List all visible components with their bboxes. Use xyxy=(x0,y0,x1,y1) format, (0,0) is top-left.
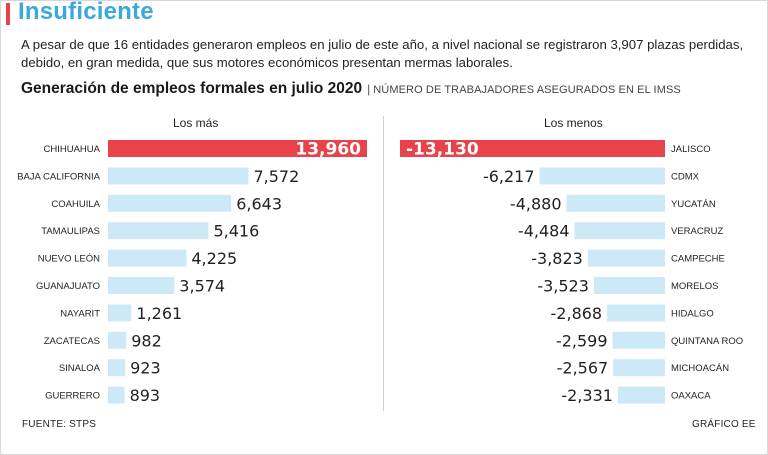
state-label: MORELOS xyxy=(671,281,719,292)
bar xyxy=(108,194,232,212)
source-note: FUENTE: STPS xyxy=(22,419,97,430)
right-panel-header: Los menos xyxy=(544,116,603,130)
value-label: 893 xyxy=(130,386,161,405)
value-label: 3,574 xyxy=(179,277,225,296)
bar xyxy=(108,386,125,404)
value-label: -13,130 xyxy=(406,140,479,160)
chart-title-row: Generación de empleos formales en julio … xyxy=(21,80,681,98)
state-label: NAYARIT xyxy=(60,308,100,319)
state-label: HIDALGO xyxy=(671,308,714,319)
value-label: -4,880 xyxy=(510,194,562,213)
chart-subtitle: NÚMERO DE TRABAJADORES ASEGURADOS EN EL … xyxy=(373,84,681,96)
bar xyxy=(574,222,665,240)
state-label: GUERRERO xyxy=(45,391,100,402)
value-label: 13,960 xyxy=(295,140,361,160)
bar xyxy=(612,331,665,349)
state-label: YUCATÁN xyxy=(671,199,716,210)
state-label: CAMPECHE xyxy=(671,254,725,265)
bar xyxy=(108,140,367,157)
state-label: NUEVO LEÓN xyxy=(38,254,100,265)
bar xyxy=(108,359,126,377)
graphic-credit: GRÁFICO EE xyxy=(692,419,756,430)
value-label: -4,484 xyxy=(518,222,570,241)
state-label: COAHUILA xyxy=(51,199,100,210)
bar xyxy=(607,304,665,322)
bar xyxy=(108,249,187,267)
value-label: -2,331 xyxy=(561,386,613,405)
state-label: TAMAULIPAS xyxy=(41,226,100,237)
left-panel-header: Los más xyxy=(173,116,219,130)
chart-title: Generación de empleos formales en julio … xyxy=(21,80,363,97)
state-label: ZACATECAS xyxy=(44,336,100,347)
bar xyxy=(539,167,665,185)
value-label: -2,567 xyxy=(557,359,609,378)
bar xyxy=(587,249,665,267)
headline: Insuficiente xyxy=(18,0,154,25)
value-label: 5,416 xyxy=(213,222,259,241)
state-label: SINALOA xyxy=(59,363,101,374)
state-label: JALISCO xyxy=(671,144,711,155)
bar xyxy=(617,386,665,404)
value-label: 982 xyxy=(131,331,162,350)
bar xyxy=(593,277,665,294)
state-label: VERACRUZ xyxy=(671,226,723,237)
value-label: -3,523 xyxy=(537,277,589,296)
value-label: 7,572 xyxy=(253,167,299,186)
headline-accent-bar xyxy=(6,3,10,25)
value-label: -2,868 xyxy=(551,304,603,323)
value-label: -2,599 xyxy=(556,331,608,350)
value-label: -3,823 xyxy=(531,249,583,268)
value-label: 1,261 xyxy=(136,304,182,323)
title-separator: | xyxy=(367,82,371,96)
state-label: OAXACA xyxy=(671,391,711,402)
state-label: QUINTANA ROO xyxy=(671,336,743,347)
state-label: GUANAJUATO xyxy=(36,281,100,292)
bar xyxy=(108,277,175,294)
state-label: CDMX xyxy=(671,171,700,182)
state-label: BAJA CALIFORNIA xyxy=(17,171,101,182)
bar xyxy=(108,331,127,349)
bar xyxy=(108,222,209,240)
value-label: -6,217 xyxy=(483,167,535,186)
state-label: MICHOACÁN xyxy=(671,363,729,374)
bar xyxy=(108,167,249,185)
panel-divider xyxy=(383,116,384,411)
intro-paragraph: A pesar de que 16 entidades generaron em… xyxy=(21,37,744,70)
bar xyxy=(108,304,132,322)
value-label: 4,225 xyxy=(191,249,237,268)
state-label: CHIHUAHUA xyxy=(44,144,101,155)
value-label: 6,643 xyxy=(236,194,282,213)
bar xyxy=(613,359,665,377)
value-label: 923 xyxy=(130,359,161,378)
bar xyxy=(566,194,665,212)
bar xyxy=(400,140,665,157)
